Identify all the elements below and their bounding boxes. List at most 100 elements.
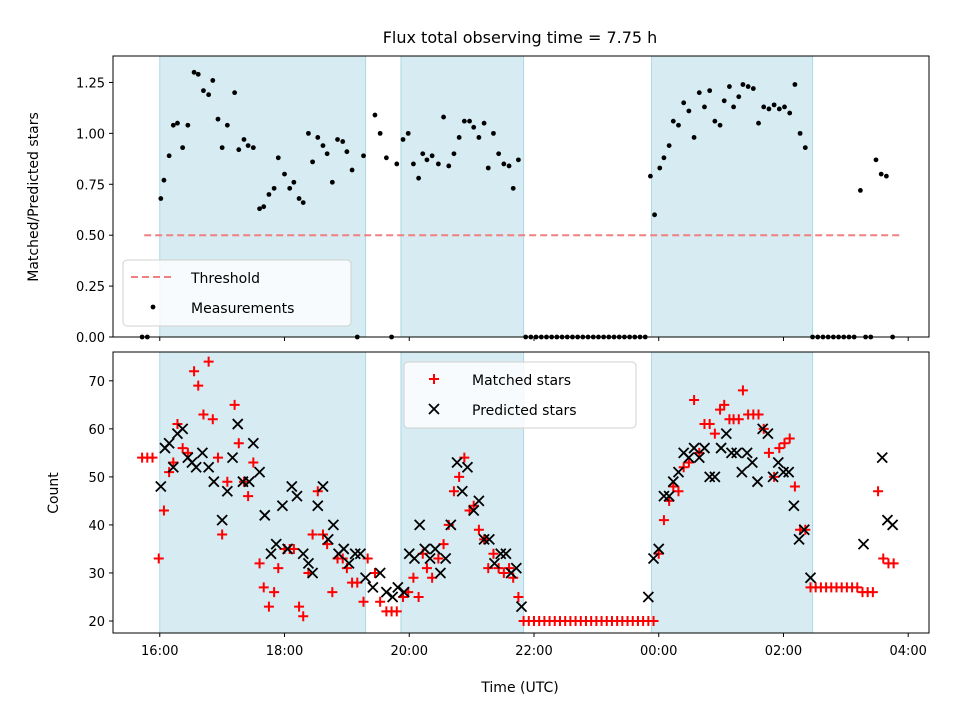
- predicted-star-point: [473, 495, 485, 507]
- matched-star-point: [421, 563, 432, 574]
- measurement-point: [180, 145, 186, 151]
- matched-star-point: [448, 486, 459, 497]
- measurement-point: [721, 98, 727, 104]
- measurement-point: [510, 185, 516, 191]
- matched-star-point: [779, 438, 790, 449]
- legend-predicted-swatch: [428, 403, 440, 415]
- matched-star-point: [298, 611, 309, 622]
- predicted-star-point: [793, 533, 805, 545]
- matched-star-point: [454, 471, 465, 482]
- x-tick-label: 16:00: [141, 644, 178, 659]
- measurement-point: [282, 171, 287, 177]
- top-legend: Threshold Measurements: [122, 259, 352, 327]
- legend-threshold-label: Threshold: [190, 271, 260, 287]
- predicted-star-point: [276, 500, 289, 512]
- top-y-axis-label: Matched/Predicted stars: [26, 112, 42, 282]
- predicted-star-point: [698, 442, 711, 454]
- predicted-star-point: [468, 504, 480, 517]
- measurement-point: [287, 185, 293, 191]
- legend-matched-swatch: [429, 374, 439, 384]
- predicted-star-point: [221, 485, 233, 497]
- measurement-point: [792, 82, 798, 87]
- measurement-point: [340, 139, 346, 144]
- measurement-point: [175, 120, 180, 126]
- predicted-star-point: [709, 471, 721, 483]
- predicted-star-point: [720, 428, 732, 440]
- measurement-point: [666, 143, 672, 148]
- predicted-star-point: [751, 476, 764, 488]
- predicted-star-point: [704, 471, 716, 483]
- measurement-point: [219, 145, 225, 151]
- predicted-star-point: [429, 543, 441, 555]
- matched-star-point: [664, 495, 675, 506]
- measurement-point: [424, 157, 430, 163]
- measurement-point: [158, 196, 164, 201]
- y-tick-label: 1.25: [76, 76, 105, 91]
- measurement-point: [296, 196, 302, 201]
- top-plot-frame: [112, 55, 930, 338]
- matched-star-point: [212, 452, 223, 463]
- predicted-star-point: [783, 466, 795, 478]
- shaded-interval: [650, 55, 814, 338]
- measurement-point: [745, 84, 751, 89]
- measurement-point: [383, 155, 389, 161]
- predicted-star-point: [777, 466, 790, 478]
- predicted-star-point: [253, 466, 266, 478]
- measurement-point: [857, 187, 863, 193]
- measurement-point: [686, 108, 692, 114]
- y-tick-label: 1.00: [76, 127, 105, 142]
- measurement-point: [670, 118, 676, 124]
- predicted-star-point: [216, 514, 228, 526]
- x-tick-label: 20:00: [391, 644, 428, 659]
- shaded-interval: [159, 351, 367, 634]
- predicted-star-point: [876, 452, 888, 464]
- measurement-point: [411, 161, 416, 167]
- measurement-point: [501, 161, 507, 167]
- measurement-point: [476, 135, 482, 140]
- measurement-point: [516, 157, 521, 163]
- matched-star-point: [233, 438, 244, 449]
- matched-star-point: [468, 500, 479, 511]
- measurement-point: [324, 151, 330, 157]
- matched-star-point: [888, 558, 899, 569]
- measurement-point: [261, 204, 267, 210]
- predicted-star-point: [688, 442, 700, 454]
- predicted-star-point: [715, 442, 727, 454]
- predicted-star-point: [886, 519, 899, 531]
- predicted-star-point: [414, 519, 426, 531]
- measurement-point: [456, 135, 462, 140]
- matched-star-point: [719, 399, 730, 410]
- measurement-point: [195, 71, 201, 77]
- matched-star-point: [222, 476, 233, 487]
- predicted-star-point: [741, 447, 753, 459]
- matched-star-point: [243, 491, 254, 502]
- matched-star-point: [704, 419, 715, 430]
- predicted-star-point: [647, 552, 660, 565]
- measurement-point: [702, 104, 707, 110]
- matched-star-point: [153, 553, 164, 564]
- measurement-point: [873, 157, 879, 163]
- y-tick-label: 0.75: [76, 178, 105, 193]
- matched-star-point: [694, 447, 705, 458]
- measurement-point: [727, 84, 732, 89]
- measurement-point: [429, 153, 435, 159]
- measurement-point: [878, 171, 884, 177]
- top-legend-box: [122, 259, 352, 327]
- measurement-point: [349, 167, 355, 173]
- measurement-point: [161, 177, 167, 183]
- measurement-point: [740, 82, 746, 87]
- matched-star-point: [189, 366, 200, 377]
- y-tick-label: 0.25: [76, 280, 105, 295]
- predicted-star-point: [259, 509, 271, 521]
- measurement-point: [315, 135, 321, 140]
- legend-predicted-label: Predicted stars: [472, 403, 577, 419]
- matched-star-point: [483, 563, 494, 574]
- measurement-point: [320, 143, 326, 148]
- predicted-star-point: [515, 600, 528, 613]
- measurement-point: [661, 155, 667, 161]
- x-tick-label: 02:00: [765, 644, 802, 659]
- x-tick-label: 22:00: [515, 644, 552, 659]
- bottom-panel: 20 30 40 50 60 70 16:00 18:00 20:00 22:00 00:00 02:…: [88, 351, 930, 659]
- matched-star-point: [168, 457, 179, 468]
- matched-star-point: [498, 567, 509, 578]
